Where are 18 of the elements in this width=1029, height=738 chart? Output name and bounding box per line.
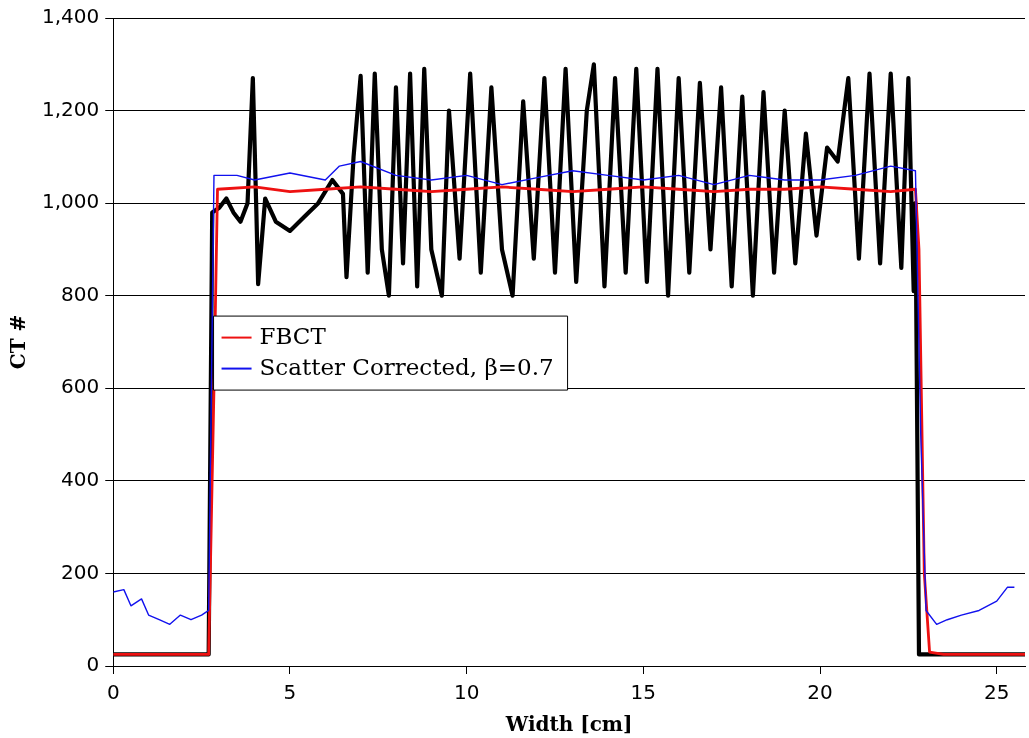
y-tick-label: 1,400 xyxy=(41,4,100,29)
x-tick-label: 15 xyxy=(630,680,657,705)
legend-label: Scatter Corrected, β=0.7 xyxy=(259,353,554,380)
y-tick-label: 1,200 xyxy=(41,96,100,121)
y-tick-label: 1,000 xyxy=(41,189,100,214)
y-axis-title: CT # xyxy=(6,314,31,370)
x-tick-label: 0 xyxy=(106,680,120,705)
y-tick-label: 400 xyxy=(61,467,100,492)
y-tick-label: 600 xyxy=(61,374,100,399)
y-tick-label: 800 xyxy=(61,281,100,306)
x-tick-label: 25 xyxy=(984,680,1010,705)
x-tick-label: 10 xyxy=(453,680,480,705)
x-tick-label: 5 xyxy=(283,680,297,705)
y-tick-label: 0 xyxy=(86,652,100,677)
x-axis-title: Width [cm] xyxy=(504,712,633,737)
y-tick-label: 200 xyxy=(61,559,100,584)
legend-label: FBCT xyxy=(259,322,327,349)
x-tick-label: 20 xyxy=(807,680,833,705)
